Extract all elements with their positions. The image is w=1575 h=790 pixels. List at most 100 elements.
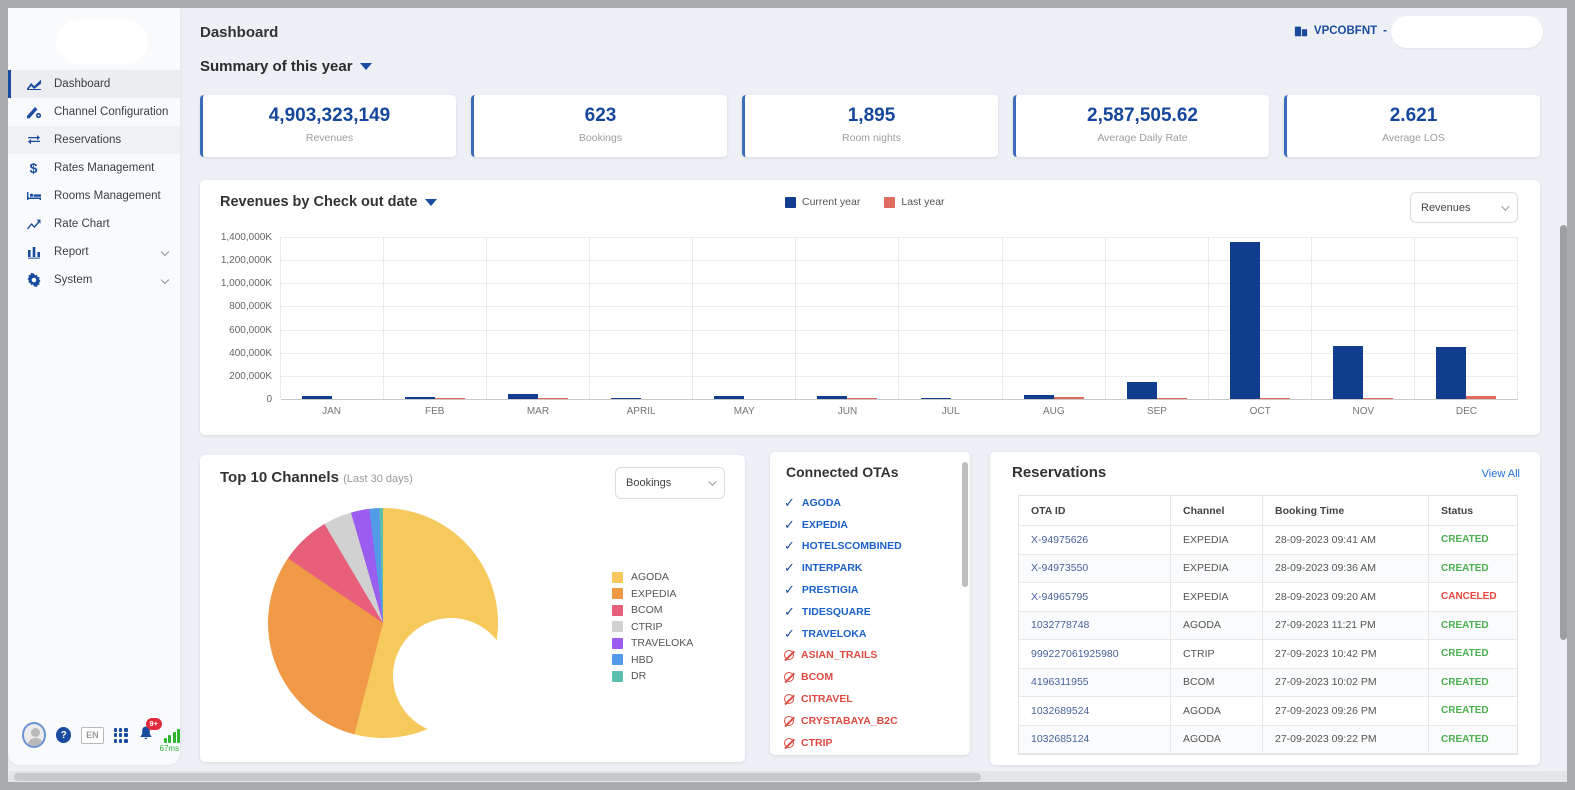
sidebar-item-channel-configuration[interactable]: Channel Configuration (8, 98, 180, 126)
bar-current-year (817, 396, 848, 399)
vertical-scrollbar[interactable] (1559, 8, 1567, 782)
ota-item-interpark[interactable]: ✓ INTERPARK (784, 557, 960, 579)
notifications-badge: 9+ (145, 717, 163, 730)
ota-item-ctrip[interactable]: CTRIP (784, 732, 960, 754)
kpi-value: 1,895 (847, 105, 896, 126)
sidebar-item-system[interactable]: System (8, 266, 180, 294)
y-axis-tick: 1,200,000K (220, 255, 272, 267)
status-cell: CREATED (1429, 669, 1517, 697)
ota-item-traveloka[interactable]: ✓ TRAVELOKA (784, 623, 960, 645)
sidebar-item-rooms-management[interactable]: Rooms Management (8, 182, 180, 210)
blocked-icon (784, 715, 794, 726)
bar-group-mar (487, 237, 591, 399)
otas-scrollbar-thumb[interactable] (962, 462, 968, 587)
ota-item-partial (784, 754, 960, 755)
sidebar-item-rates-management[interactable]: $ Rates Management (8, 154, 180, 182)
revenue-metric-select[interactable]: Revenues (1410, 192, 1518, 223)
ota-id-cell[interactable]: X-94975626 (1019, 526, 1171, 555)
bars-row (281, 237, 1518, 399)
ota-id-cell[interactable]: 1032689524 (1019, 697, 1171, 726)
ota-item-bcom[interactable]: BCOM (784, 666, 960, 688)
legend-label: Last year (901, 196, 945, 208)
vertical-scrollbar-thumb[interactable] (1559, 225, 1567, 640)
status-cell: CREATED (1429, 697, 1517, 726)
ota-id-cell[interactable]: 1032685124 (1019, 725, 1171, 754)
kpi-value: 2,587,505.62 (1087, 105, 1198, 126)
ota-item-prestigia[interactable]: ✓ PRESTIGIA (784, 579, 960, 601)
ota-item-crystabaya-b2c[interactable]: CRYSTABAYA_B2C (784, 710, 960, 732)
revenue-chart-card: Revenues by Check out date Current year L… (200, 180, 1540, 435)
view-all-link[interactable]: View All (1481, 468, 1520, 480)
status-cell: CREATED (1429, 555, 1517, 583)
chevron-down-icon (359, 63, 372, 70)
bar-current-year (1126, 381, 1157, 399)
horizontal-scrollbar-thumb[interactable] (14, 772, 981, 781)
ota-id-cell[interactable]: 999227061925980 (1019, 640, 1171, 669)
check-icon: ✓ (784, 625, 795, 641)
legend-label: TRAVELOKA (631, 637, 694, 650)
legend-label: HBD (631, 653, 654, 666)
channel-cell: AGODA (1171, 697, 1263, 726)
help-icon[interactable]: ? (56, 727, 72, 743)
kpi-card-revenues: 4,903,323,149 Revenues (200, 95, 456, 157)
x-axis-label: OCT (1249, 406, 1271, 417)
bar-last-year (847, 397, 878, 399)
connected-otas-list: ✓ AGODA ✓ EXPEDIA ✓ HOTELSCOMBINED ✓ INTERPARK ✓… (784, 492, 960, 755)
check-icon: ✓ (784, 582, 795, 598)
legend-label: Current year (802, 196, 861, 208)
property-selector[interactable]: VPCOBFNT - (1294, 24, 1387, 38)
ota-item-hotelscombined[interactable]: ✓ HOTELSCOMBINED (784, 536, 960, 558)
bar-last-year (435, 397, 466, 399)
x-axis-label: NOV (1352, 406, 1375, 417)
channel-cell: EXPEDIA (1171, 526, 1263, 555)
summary-period-label: Summary of this year (200, 58, 353, 75)
apps-grid-icon[interactable] (113, 727, 128, 743)
avatar[interactable] (22, 722, 47, 748)
ota-id-cell[interactable]: X-94973550 (1019, 554, 1171, 583)
donut-legend-item-traveloka: TRAVELOKA (612, 635, 693, 652)
sidebar-item-report[interactable]: Report (8, 238, 180, 266)
bar-last-year (1465, 396, 1496, 399)
horizontal-scrollbar[interactable] (8, 771, 1567, 782)
ota-label: ASIAN_TRAILS (801, 649, 878, 662)
legend-label: DR (631, 670, 647, 683)
ota-id-cell[interactable]: 1032778748 (1019, 611, 1171, 640)
ota-id-cell[interactable]: 4196311955 (1019, 668, 1171, 697)
rooms-management-icon (25, 188, 42, 205)
donut-legend-item-expedia: EXPEDIA (612, 586, 693, 603)
x-axis-label: JUN (837, 406, 858, 417)
channels-metric-select[interactable]: Bookings (615, 467, 725, 499)
sidebar-item-reservations[interactable]: Reservations (8, 126, 180, 154)
language-selector[interactable]: EN (81, 726, 104, 744)
bar-current-year (1332, 345, 1363, 399)
notifications-bell-icon[interactable]: 9+ (138, 717, 163, 746)
ota-item-tidesquare[interactable]: ✓ TIDESQUARE (784, 601, 960, 623)
ota-item-citravel[interactable]: CITRAVEL (784, 688, 960, 710)
x-axis-label: FEB (425, 406, 445, 417)
sidebar-item-dashboard[interactable]: Dashboard (8, 70, 180, 98)
x-axis-label: JAN (322, 406, 342, 417)
sidebar-footer: ? EN 9+ 67ms (8, 715, 181, 755)
sidebar-item-rate-chart[interactable]: Rate Chart (8, 210, 180, 238)
rates-management-icon: $ (29, 160, 38, 176)
channel-cell: EXPEDIA (1171, 554, 1263, 583)
donut-chart (268, 508, 509, 738)
top-channels-card: Top 10 Channels (Last 30 days) Bookings … (200, 455, 745, 762)
booking-time-cell: 27-09-2023 09:22 PM (1263, 725, 1429, 754)
revenue-chart-title-dropdown[interactable]: Revenues by Check out date (220, 194, 438, 210)
sidebar-item-label: Channel Configuration (54, 106, 169, 118)
ota-id-cell[interactable]: X-94965795 (1019, 583, 1171, 612)
sidebar-item-label: Report (54, 246, 89, 258)
donut-legend-item-agoda: AGODA (612, 569, 693, 586)
summary-period-dropdown[interactable]: Summary of this year (200, 58, 372, 75)
ota-item-expedia[interactable]: ✓ EXPEDIA (784, 514, 960, 536)
chevron-down-icon (425, 198, 438, 206)
ota-item-agoda[interactable]: ✓ AGODA (784, 492, 960, 514)
gridline (281, 352, 1518, 354)
app-logo (56, 20, 148, 64)
revenue-metric-value: Revenues (1421, 201, 1471, 214)
gridline (281, 306, 1518, 308)
legend-swatch (785, 196, 796, 208)
ota-item-asian-trails[interactable]: ASIAN_TRAILS (784, 645, 960, 667)
gridline (281, 399, 1518, 400)
